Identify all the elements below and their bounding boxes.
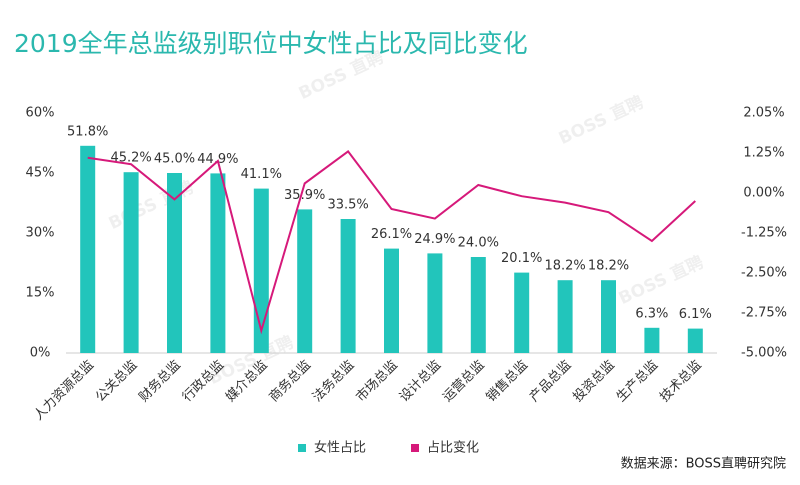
x-tick-label: 投资总监 — [570, 357, 618, 405]
x-tick-label: 公关总监 — [93, 358, 140, 405]
y-tick-label: 60% — [26, 106, 55, 121]
x-tick-label: 商务总监 — [266, 357, 314, 405]
x-tick-label: 人力资源总监 — [31, 358, 97, 424]
bar — [297, 209, 313, 353]
x-tick-label: 生产总监 — [614, 358, 661, 405]
y-tick-label: 15% — [26, 286, 55, 301]
x-tick-label: 产品总监 — [527, 358, 574, 405]
data-label: 45.0% — [154, 152, 195, 167]
data-label: 26.1% — [371, 227, 412, 242]
y2-tick-label: 0.00% — [743, 186, 784, 201]
bar — [80, 145, 96, 353]
legend-swatch — [411, 444, 419, 452]
y-tick-label: 0% — [30, 346, 51, 361]
bar — [384, 248, 399, 353]
bar — [340, 219, 356, 353]
bar — [210, 173, 226, 353]
bar — [557, 280, 573, 353]
legend-swatch — [298, 444, 306, 452]
chart-title: 2019全年总监级别职位中女性占比及同比变化 — [14, 29, 528, 58]
x-tick-label: 销售总监 — [483, 357, 531, 405]
bar — [253, 188, 269, 353]
y2-tick-label: -1.25% — [741, 226, 787, 241]
x-tick-label: 财务总监 — [136, 357, 184, 405]
data-label: 33.5% — [327, 198, 368, 213]
bar — [644, 327, 660, 353]
bar — [427, 253, 443, 353]
watermark: BOSS 直聘 — [105, 177, 196, 235]
watermark: BOSS 直聘 — [555, 92, 646, 150]
data-label: 51.8% — [67, 124, 108, 139]
y2-tick-label: 1.25% — [743, 146, 784, 161]
line — [87, 150, 696, 335]
y2-tick-label: -5.00% — [741, 346, 787, 361]
y-tick-label: 45% — [26, 166, 55, 181]
data-label: 18.2% — [588, 259, 629, 274]
data-label: 24.9% — [414, 232, 455, 247]
data-label: 35.9% — [284, 188, 325, 203]
x-tick-label: 设计总监 — [397, 358, 444, 405]
x-tick-label: 法务总监 — [309, 357, 357, 405]
data-label: 6.3% — [635, 306, 668, 321]
y-tick-label: 30% — [26, 226, 55, 241]
y2-tick-label: -2.50% — [741, 266, 787, 281]
legend-label: 占比变化 — [427, 440, 479, 456]
data-label: 18.2% — [544, 259, 585, 274]
y2-tick-label: -2.75% — [741, 306, 787, 321]
data-label: 41.1% — [241, 167, 282, 182]
data-label: 6.1% — [679, 307, 712, 322]
legend-label: 女性占比 — [314, 440, 366, 456]
bar — [514, 272, 530, 353]
data-label: 44.9% — [197, 152, 238, 167]
data-label: 20.1% — [501, 251, 542, 266]
y2-tick-label: 2.05% — [743, 106, 784, 121]
x-tick-label: 市场总监 — [353, 357, 401, 405]
x-tick-label: 技术总监 — [657, 358, 704, 405]
bar — [601, 280, 616, 353]
data-label: 24.0% — [458, 236, 499, 251]
source: 数据来源：BOSS直聘研究院 — [621, 457, 786, 472]
bar — [123, 172, 139, 353]
bar — [167, 173, 182, 353]
bar — [687, 328, 703, 353]
bar — [470, 257, 486, 353]
x-tick-label: 运营总监 — [440, 358, 487, 405]
